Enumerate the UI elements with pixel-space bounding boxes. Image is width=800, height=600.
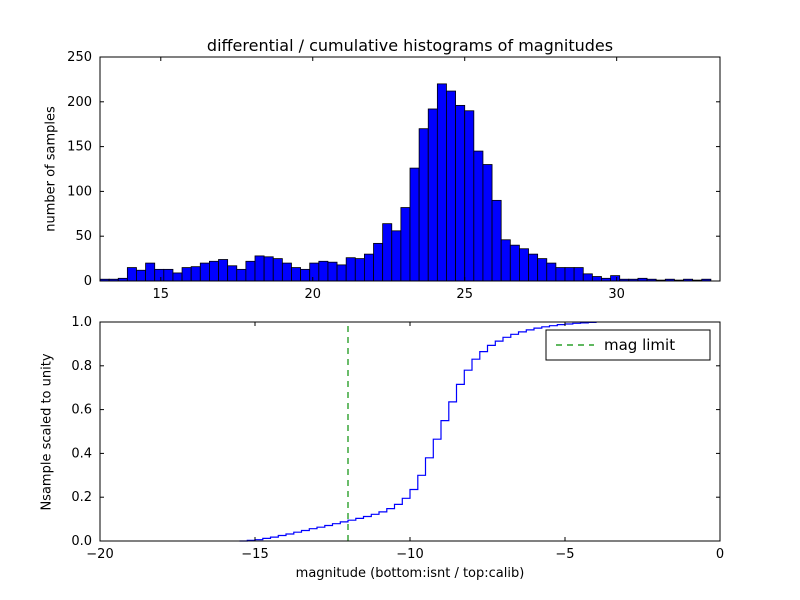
histogram-bar bbox=[154, 268, 165, 282]
histogram-bar bbox=[436, 83, 447, 282]
histogram-bar bbox=[473, 150, 484, 282]
axes-frame bbox=[99, 321, 721, 542]
histogram-bar bbox=[418, 128, 429, 282]
top-plot-ylabel: number of samples bbox=[43, 106, 59, 232]
histogram-bar bbox=[400, 207, 411, 282]
histogram-bar bbox=[172, 272, 183, 282]
histogram-bar bbox=[391, 230, 402, 282]
y-tick-label: 250 bbox=[67, 50, 92, 65]
y-tick-label: 150 bbox=[67, 140, 92, 155]
histogram-bars bbox=[99, 83, 712, 282]
histogram-bar bbox=[181, 267, 192, 282]
histogram-bar bbox=[373, 242, 384, 282]
x-tick-label: 15 bbox=[153, 287, 170, 302]
legend: mag limit bbox=[545, 329, 711, 361]
histogram-bar bbox=[491, 199, 502, 282]
top-histogram-plot: 15 20 25 30 0 50 100 150 200 250 bbox=[67, 50, 721, 302]
histogram-bar bbox=[126, 267, 137, 282]
histogram-bar bbox=[291, 267, 301, 282]
y-tick-label: 200 bbox=[67, 95, 92, 110]
histogram-bar bbox=[482, 164, 493, 282]
histogram-bar bbox=[564, 267, 575, 282]
histogram-bar bbox=[263, 256, 274, 282]
histogram-bar bbox=[300, 268, 311, 282]
x-tick-label: 25 bbox=[456, 287, 473, 302]
bottom-cumulative-plot: −20 −15 −10 −5 0 0.0 0.2 0.4 0.6 0.8 1.0 mag limit bbox=[71, 315, 724, 562]
histogram-bar bbox=[546, 262, 557, 282]
histogram-bar bbox=[254, 255, 265, 282]
histogram-bar bbox=[573, 267, 584, 282]
histogram-bar bbox=[199, 262, 210, 282]
legend-label: mag limit bbox=[604, 336, 675, 354]
histogram-bar bbox=[500, 239, 511, 282]
x-tick-label: −10 bbox=[396, 547, 423, 562]
histogram-bar bbox=[345, 257, 356, 282]
y-tick-label: 0.0 bbox=[71, 534, 92, 549]
histogram-bar bbox=[245, 260, 256, 282]
x-tick-label: 30 bbox=[608, 287, 625, 302]
x-tick-label: −15 bbox=[241, 547, 268, 562]
y-tick-label: 0 bbox=[84, 274, 92, 289]
histogram-bar bbox=[136, 269, 146, 282]
y-tick-label: 0.8 bbox=[71, 359, 92, 374]
histogram-bar bbox=[190, 266, 201, 282]
histogram-bar bbox=[591, 276, 602, 282]
chart-title: differential / cumulative histograms of … bbox=[206, 36, 614, 55]
y-tick-label: 100 bbox=[67, 184, 92, 199]
histogram-bar bbox=[464, 110, 475, 282]
histogram-bar bbox=[446, 90, 456, 282]
histogram-bar bbox=[236, 268, 247, 282]
y-tick-label: 1.0 bbox=[71, 315, 92, 330]
cumulative-step-line bbox=[239, 321, 597, 542]
histogram-bar bbox=[209, 260, 219, 282]
histogram-bar bbox=[336, 264, 347, 282]
histogram-bar bbox=[318, 260, 329, 282]
histogram-bar bbox=[509, 244, 520, 282]
histogram-bar bbox=[272, 258, 283, 282]
histogram-bar bbox=[281, 262, 292, 282]
histogram-bar bbox=[519, 248, 529, 282]
histogram-bar bbox=[163, 268, 174, 282]
axes-frame bbox=[99, 56, 721, 282]
histogram-bar bbox=[537, 258, 548, 282]
x-tick-label: −5 bbox=[555, 547, 574, 562]
histogram-bar bbox=[427, 108, 438, 282]
y-tick-label: 50 bbox=[75, 229, 92, 244]
x-tick-label: −20 bbox=[86, 547, 113, 562]
histogram-bar bbox=[610, 275, 621, 282]
histogram-bar bbox=[227, 265, 238, 282]
legend-box bbox=[545, 329, 711, 361]
histogram-bar bbox=[309, 262, 320, 282]
histogram-bar bbox=[555, 267, 566, 282]
histogram-bar bbox=[455, 104, 466, 282]
x-tick-label: 20 bbox=[304, 287, 321, 302]
y-tick-label: 0.4 bbox=[71, 446, 92, 461]
histogram-bar bbox=[364, 253, 374, 282]
histogram-bar bbox=[218, 259, 229, 282]
histogram-bar bbox=[528, 253, 539, 282]
histogram-bar bbox=[145, 262, 156, 282]
bottom-plot-xlabel: magnitude (bottom:isnt / top:calib) bbox=[295, 566, 525, 581]
x-tick-label: 0 bbox=[716, 547, 724, 562]
histogram-bar bbox=[354, 258, 365, 282]
histogram-bar bbox=[382, 223, 393, 282]
histogram-bar bbox=[409, 167, 420, 282]
y-tick-label: 0.6 bbox=[71, 403, 92, 418]
bottom-plot-ylabel: Nsample scaled to unity bbox=[39, 353, 55, 511]
histogram-bar bbox=[327, 261, 338, 282]
histogram-bar bbox=[582, 273, 593, 282]
y-tick-label: 0.2 bbox=[71, 490, 92, 505]
